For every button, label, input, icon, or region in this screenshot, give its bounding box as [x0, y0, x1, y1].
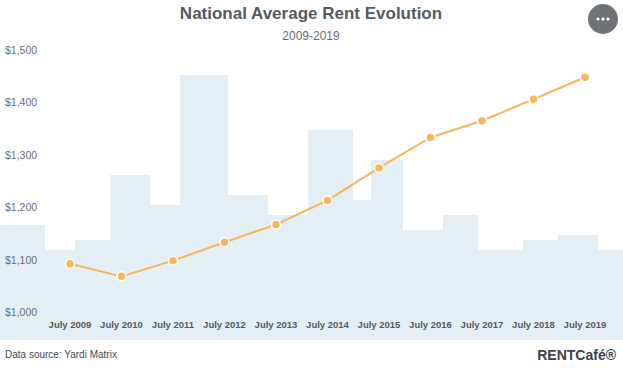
x-tick-label: July 2017: [461, 319, 504, 330]
x-tick-label: July 2012: [203, 319, 246, 330]
subtitle: 2009-2019: [282, 29, 340, 43]
menu-dot: [606, 17, 609, 20]
x-tick-label: July 2009: [49, 319, 92, 330]
x-tick-label: July 2018: [512, 319, 555, 330]
ground: [0, 300, 623, 340]
point: [117, 272, 126, 281]
x-tick-label: July 2014: [306, 319, 349, 330]
point: [220, 238, 229, 247]
source: Data source: Yardi Matrix: [5, 349, 117, 360]
title: National Average Rent Evolution: [180, 4, 442, 23]
chart: National Average Rent Evolution 2009-2019…: [0, 0, 623, 370]
logo: RENTCafé®: [537, 347, 616, 363]
x-tick-label: July 2011: [152, 319, 195, 330]
point: [66, 259, 75, 268]
y-tick-label: $1,100: [5, 254, 37, 266]
point: [169, 256, 178, 265]
x-tick-label: July 2010: [100, 319, 143, 330]
point: [323, 196, 332, 205]
point: [581, 73, 590, 82]
x-tick-label: July 2013: [255, 319, 298, 330]
menu-dot: [601, 17, 604, 20]
point: [272, 220, 281, 229]
point: [478, 116, 487, 125]
line: [70, 77, 585, 276]
x-tick-label: July 2015: [358, 319, 401, 330]
y-tick-label: $1,200: [5, 201, 37, 213]
y-tick-label: $1,500: [5, 44, 37, 56]
menu-button: [588, 4, 618, 34]
point: [426, 133, 435, 142]
x-tick-label: July 2016: [409, 319, 452, 330]
y-tick-label: $1,000: [5, 306, 37, 318]
skyline: [0, 75, 623, 340]
x-tick-label: July 2019: [564, 319, 607, 330]
menu-dot: [596, 17, 599, 20]
series-group: [66, 73, 590, 281]
menu-circle: [588, 4, 618, 34]
y-tick-label: $1,300: [5, 149, 37, 161]
y-tick-label: $1,400: [5, 96, 37, 108]
point: [529, 95, 538, 104]
point: [375, 163, 384, 172]
